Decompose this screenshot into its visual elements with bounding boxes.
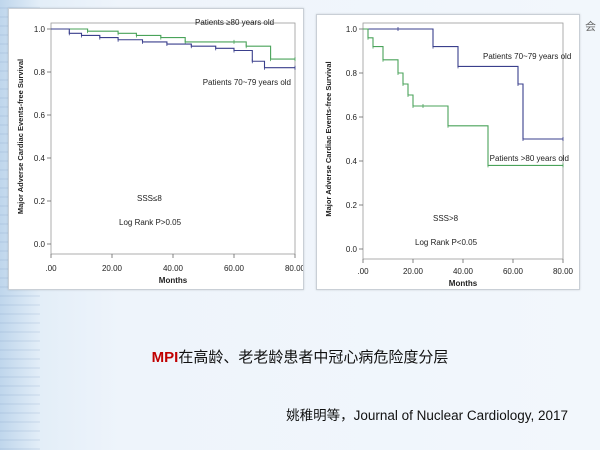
x-axis-label: Months bbox=[159, 276, 188, 285]
y-tick-label: 0.6 bbox=[346, 113, 358, 122]
y-tick-label: 1.0 bbox=[34, 25, 46, 34]
y-tick-label: 0.0 bbox=[34, 240, 46, 249]
series-label-1: Patients 70~79 years old bbox=[203, 78, 291, 87]
y-tick-label: 0.0 bbox=[346, 245, 358, 254]
y-tick-label: 0.4 bbox=[346, 157, 358, 166]
caption-text: 在高龄、老老龄患者中冠心病危险度分层 bbox=[178, 349, 449, 366]
y-tick-label: 0.4 bbox=[34, 154, 46, 163]
x-tick-label: 20.00 bbox=[403, 267, 424, 276]
x-axis-label: Months bbox=[449, 279, 478, 288]
series-line-1 bbox=[363, 28, 563, 166]
annotation-0: SSS≤8 bbox=[137, 194, 162, 203]
y-axis-label: Major Adverse Cardiac Events-free Surviv… bbox=[324, 61, 333, 216]
x-tick-label: 40.00 bbox=[163, 264, 184, 273]
y-tick-label: 0.2 bbox=[346, 201, 358, 210]
slide-caption: MPI在高龄、老老龄患者中冠心病危险度分层 bbox=[0, 346, 600, 367]
x-tick-label: .00 bbox=[45, 264, 57, 273]
citation: 姚稚明等，Journal of Nuclear Cardiology, 2017 bbox=[286, 408, 568, 423]
x-tick-label: 40.00 bbox=[453, 267, 474, 276]
y-tick-label: 1.0 bbox=[346, 25, 358, 34]
corner-glyph: 会 bbox=[585, 21, 596, 33]
x-tick-label: 80.00 bbox=[285, 264, 303, 273]
caption-highlight: MPI bbox=[151, 349, 179, 366]
x-tick-label: 80.00 bbox=[553, 267, 574, 276]
series-label-0: Patients 70~79 years old bbox=[483, 52, 571, 61]
series-label-0: Patients ≥80 years old bbox=[195, 18, 274, 27]
chart-panel-right: 0.0 0.2 0.4 0.6 0.8 1.0 .00 20.00 40.00 60.00 80.0… bbox=[316, 14, 580, 290]
series-label-1: Patients >80 years old bbox=[490, 154, 569, 163]
y-axis-label: Major Adverse Cardiac Events-free Surviv… bbox=[16, 59, 25, 214]
x-tick-label: 60.00 bbox=[503, 267, 524, 276]
annotation-1: Log Rank P<0.05 bbox=[415, 238, 478, 247]
chart-panel-left: 0.0 0.2 0.4 0.6 0.8 1.0 .00 20.00 40.00 60.00 80.0… bbox=[8, 8, 304, 290]
annotation-1: Log Rank P>0.05 bbox=[119, 218, 182, 227]
x-tick-label: 60.00 bbox=[224, 264, 245, 273]
annotation-0: SSS>8 bbox=[433, 214, 459, 223]
km-chart-sss-low: 0.0 0.2 0.4 0.6 0.8 1.0 .00 20.00 40.00 60.00 80.0… bbox=[16, 18, 303, 285]
y-tick-label: 0.8 bbox=[346, 69, 358, 78]
y-tick-label: 0.6 bbox=[34, 111, 46, 120]
y-tick-label: 0.8 bbox=[34, 68, 46, 77]
series-line-0 bbox=[363, 28, 563, 140]
km-chart-sss-high: 0.0 0.2 0.4 0.6 0.8 1.0 .00 20.00 40.00 60.00 80.0… bbox=[324, 22, 574, 288]
x-tick-label: 20.00 bbox=[102, 264, 123, 273]
y-tick-label: 0.2 bbox=[34, 197, 46, 206]
x-tick-label: .00 bbox=[357, 267, 369, 276]
series-line-1 bbox=[51, 28, 295, 69]
